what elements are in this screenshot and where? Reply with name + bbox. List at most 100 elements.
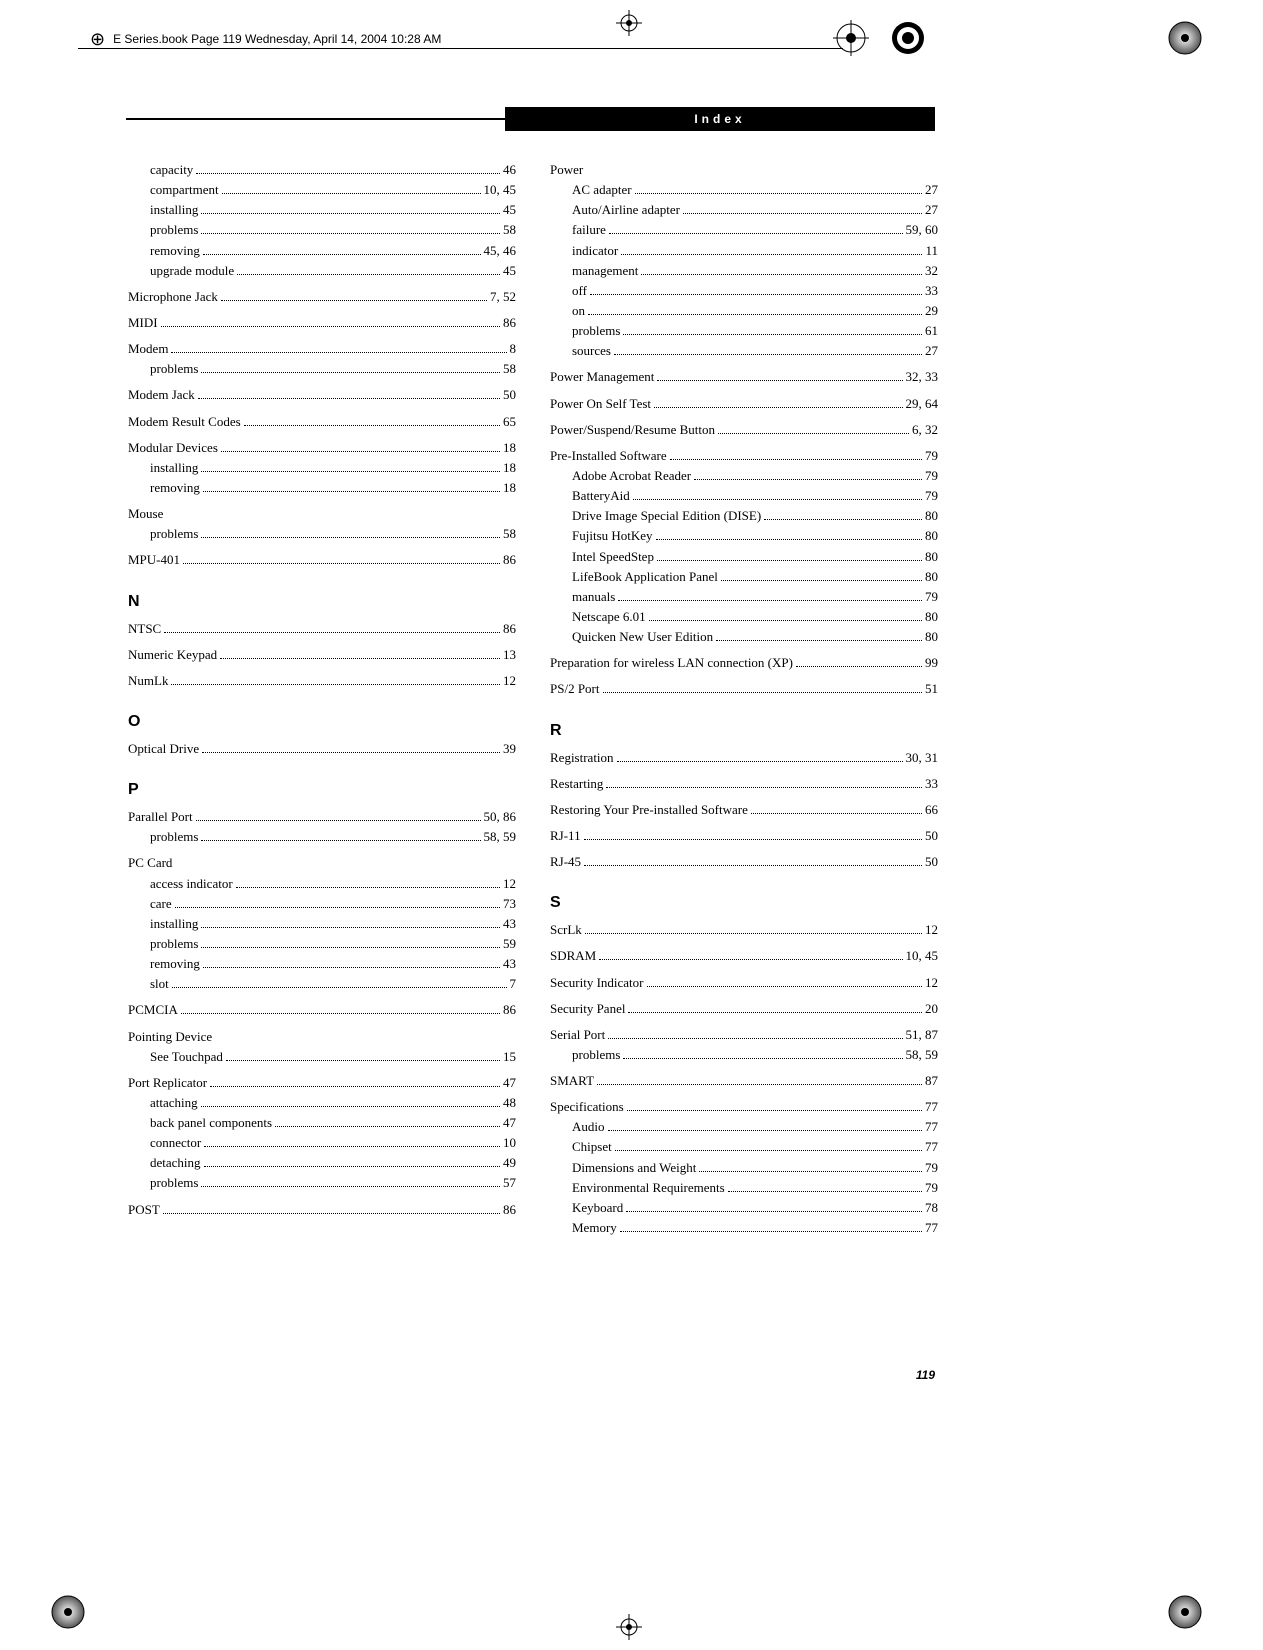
index-entry-label: Intel SpeedStep xyxy=(572,547,654,567)
index-entry-label: Security Indicator xyxy=(550,973,644,993)
index-letter-heading: O xyxy=(128,713,516,731)
index-entry-pages: 58 xyxy=(503,524,516,544)
leader-dots xyxy=(654,399,902,408)
index-subentry: connector10 xyxy=(128,1133,516,1153)
index-entry-pages: 32 xyxy=(925,261,938,281)
index-entry-pages: 51, 87 xyxy=(906,1025,939,1045)
index-group-heading: Power xyxy=(550,160,938,180)
oplus-icon: ⊕ xyxy=(90,30,105,48)
leader-dots xyxy=(597,1076,922,1085)
index-letter-heading: S xyxy=(550,894,938,912)
index-entry-pages: 6, 32 xyxy=(912,420,938,440)
registration-mark xyxy=(1167,1594,1203,1630)
index-entry: Numeric Keypad13 xyxy=(128,645,516,665)
index-entry-pages: 48 xyxy=(503,1093,516,1113)
leader-dots xyxy=(201,1098,500,1107)
leader-dots xyxy=(237,266,500,275)
index-entry: Optical Drive39 xyxy=(128,739,516,759)
leader-dots xyxy=(721,572,922,581)
index-entry-label: problems xyxy=(150,1173,198,1193)
index-entry-pages: 79 xyxy=(925,486,938,506)
page-number: 119 xyxy=(916,1368,935,1382)
index-entry-label: AC adapter xyxy=(572,180,632,200)
index-entry-pages: 13 xyxy=(503,645,516,665)
index-entry-pages: 50 xyxy=(503,385,516,405)
index-entry-pages: 80 xyxy=(925,627,938,647)
leader-dots xyxy=(623,1050,902,1059)
leader-dots xyxy=(608,1123,923,1132)
index-entry: Registration30, 31 xyxy=(550,748,938,768)
index-entry-label: connector xyxy=(150,1133,201,1153)
header-text: E Series.book Page 119 Wednesday, April … xyxy=(113,32,441,46)
page: ⊕ E Series.book Page 119 Wednesday, Apri… xyxy=(0,0,1263,1650)
index-entry-pages: 45 xyxy=(503,200,516,220)
index-entry-pages: 78 xyxy=(925,1198,938,1218)
index-entry-pages: 33 xyxy=(925,774,938,794)
leader-dots xyxy=(614,346,922,355)
index-subentry: problems58 xyxy=(128,524,516,544)
index-entry-label: Serial Port xyxy=(550,1025,605,1045)
index-entry-label: management xyxy=(572,261,638,281)
index-entry: Power On Self Test29, 64 xyxy=(550,394,938,414)
index-entry-pages: 77 xyxy=(925,1218,938,1238)
index-entry-label: Power/Suspend/Resume Button xyxy=(550,420,715,440)
leader-dots xyxy=(623,326,922,335)
index-entry-label: problems xyxy=(150,934,198,954)
index-entry: NumLk12 xyxy=(128,671,516,691)
index-entry-label: attaching xyxy=(150,1093,198,1113)
index-entry-label: removing xyxy=(150,478,200,498)
index-entry-label: Restarting xyxy=(550,774,603,794)
index-entry-pages: 66 xyxy=(925,800,938,820)
crop-mark-bottom-center xyxy=(616,1614,642,1640)
header-rule xyxy=(78,48,843,49)
leader-dots xyxy=(751,805,922,814)
index-entry: Specifications77 xyxy=(550,1097,938,1117)
index-entry-label: Microphone Jack xyxy=(128,287,218,307)
index-entry: PCMCIA86 xyxy=(128,1000,516,1020)
index-entry-label: Power Management xyxy=(550,367,654,387)
index-entry-pages: 15 xyxy=(503,1047,516,1067)
index-entry-label: Parallel Port xyxy=(128,807,193,827)
index-subentry: attaching 48 xyxy=(128,1093,516,1113)
index-entry-pages: 80 xyxy=(925,506,938,526)
index-entry-label: See Touchpad xyxy=(150,1047,223,1067)
index-subentry: Adobe Acrobat Reader79 xyxy=(550,466,938,486)
index-entry-label: upgrade module xyxy=(150,261,234,281)
index-entry-label: back panel components xyxy=(150,1113,272,1133)
index-entry-label: RJ-11 xyxy=(550,826,581,846)
index-subentry: Audio77 xyxy=(550,1117,938,1137)
leader-dots xyxy=(603,685,923,694)
leader-dots xyxy=(699,1163,922,1172)
leader-dots xyxy=(204,1138,500,1147)
leader-dots xyxy=(657,552,922,561)
index-entry: NTSC86 xyxy=(128,619,516,639)
index-entry-pages: 18 xyxy=(503,478,516,498)
index-entry-pages: 80 xyxy=(925,547,938,567)
index-entry-label: LifeBook Application Panel xyxy=(572,567,718,587)
leader-dots xyxy=(615,1143,922,1152)
registration-mark xyxy=(890,20,926,56)
leader-dots xyxy=(171,344,506,353)
index-entry-label: installing xyxy=(150,200,198,220)
index-entry-label: capacity xyxy=(150,160,193,180)
index-heading-bar: Index xyxy=(505,107,935,131)
index-entry-label: manuals xyxy=(572,587,615,607)
index-entry: Power/Suspend/Resume Button 6, 32 xyxy=(550,420,938,440)
index-subentry: management 32 xyxy=(550,261,938,281)
index-entry-pages: 49 xyxy=(503,1153,516,1173)
leader-dots xyxy=(201,226,500,235)
index-entry-label: removing xyxy=(150,954,200,974)
leader-dots xyxy=(796,658,922,667)
index-subentry: Dimensions and Weight79 xyxy=(550,1158,938,1178)
leader-dots xyxy=(683,205,922,214)
index-entry-pages: 7, 52 xyxy=(490,287,516,307)
index-entry-pages: 27 xyxy=(925,180,938,200)
index-columns: capacity46compartment10, 45installing45p… xyxy=(128,160,938,1238)
index-entry-label: Registration xyxy=(550,748,614,768)
index-entry-pages: 47 xyxy=(503,1113,516,1133)
index-subentry: installing 45 xyxy=(128,200,516,220)
index-subentry: Environmental Requirements79 xyxy=(550,1178,938,1198)
index-entry-label: Auto/Airline adapter xyxy=(572,200,680,220)
leader-dots xyxy=(220,650,500,659)
index-subentry: removing43 xyxy=(128,954,516,974)
